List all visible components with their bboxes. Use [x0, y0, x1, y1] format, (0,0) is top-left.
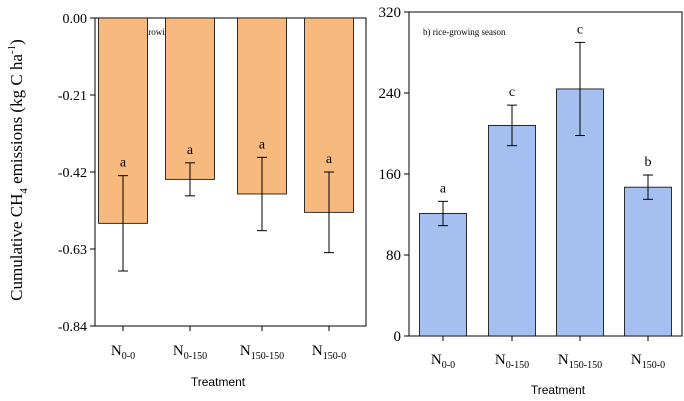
- y-axis-label-sup: -1: [6, 45, 18, 54]
- panel-a-x-axis-label: Treatment: [191, 375, 246, 389]
- panel-a-y-tick-label: -0.84: [58, 320, 87, 335]
- y-axis-label-prefix: Cumulative CH: [7, 194, 26, 301]
- panel-b-error-bar: [643, 174, 653, 200]
- panel-b-bar: [419, 213, 467, 337]
- panel-a-error-bar: [185, 162, 195, 197]
- panel-a-error-bar: [257, 156, 267, 232]
- panel-a-y-tick-label: 0.00: [63, 12, 88, 27]
- panel-a-y-tick-label: -0.42: [58, 166, 87, 181]
- panel-b-significance-letter: b: [645, 155, 652, 170]
- y-axis-label-sub: 4: [18, 188, 30, 194]
- panel-b-y-tick-label: 0: [394, 329, 402, 345]
- y-axis-label-suffix: ): [7, 39, 26, 45]
- panel-b-y-tick-label: 240: [379, 86, 402, 102]
- panel-a-error-bar: [324, 171, 334, 254]
- panel-a-y-tick-label: -0.21: [58, 89, 87, 104]
- panel-a-bar: [165, 17, 215, 180]
- panel-b-x-axis-label: Treatment: [531, 383, 586, 397]
- panel-a-significance-letter: a: [187, 143, 194, 158]
- panel-b-y-ticks: 0 80 160 240 320: [379, 5, 409, 345]
- panel-a-bars: a a a a: [98, 17, 354, 272]
- panel-b-bars: a c c b: [419, 22, 672, 337]
- panel-a-x-tick-label: N0-0: [111, 343, 135, 362]
- panel-a: a) rapeseed-growing season 0.00 -0.21 -0.4…: [58, 12, 367, 389]
- panel-b-bar: [624, 186, 672, 337]
- panel-b-y-tick-label: 80: [386, 248, 401, 264]
- panel-a-significance-letter: a: [326, 152, 333, 167]
- y-axis-label-mid: emissions (kg C ha: [7, 54, 26, 189]
- panel-b-error-bar: [438, 200, 448, 227]
- panel-a-y-tick-label: -0.63: [58, 243, 87, 258]
- panel-b-title: b) rice-growing season: [423, 27, 506, 37]
- panel-b-y-tick-label: 320: [379, 5, 402, 21]
- panel-b-significance-letter: a: [440, 181, 447, 196]
- panel-a-x-ticks: N0-0 N0-150 N150-150 N150-0: [111, 326, 346, 362]
- panel-a-significance-letter: a: [120, 156, 127, 171]
- panel-b-significance-letter: c: [509, 85, 515, 100]
- panel-a-title: a) rapeseed-growing season: [100, 27, 200, 37]
- panel-b-x-tick-label: N150-150: [558, 352, 602, 371]
- panel-b-x-tick-label: N0-0: [431, 352, 455, 371]
- panel-a-y-ticks: 0.00 -0.21 -0.42 -0.63 -0.84: [58, 12, 95, 335]
- panel-a-x-tick-label: N150-0: [312, 343, 346, 362]
- panel-b-error-bar: [575, 41, 585, 137]
- panel-b-y-tick-label: 160: [379, 167, 402, 183]
- panel-a-significance-letter: a: [259, 137, 266, 152]
- panel-b-bar: [488, 125, 536, 337]
- panel-a-x-tick-label: N0-150: [173, 343, 207, 362]
- panel-a-x-tick-label: N150-150: [240, 343, 284, 362]
- panel-b-significance-letter: c: [577, 22, 583, 37]
- panel-b-x-tick-label: N150-0: [631, 352, 665, 371]
- panel-a-error-bar: [118, 175, 128, 272]
- panel-b: b) rice-growing season 0 80 160 240 320 a c c b…: [379, 5, 683, 397]
- panel-b-x-tick-label: N0-150: [495, 352, 529, 371]
- panel-b-x-ticks: N0-0 N0-150 N150-150 N150-0: [431, 336, 665, 371]
- panel-b-error-bar: [507, 104, 517, 147]
- y-axis-label: Cumulative CH4 emissions (kg C ha-1): [6, 39, 30, 301]
